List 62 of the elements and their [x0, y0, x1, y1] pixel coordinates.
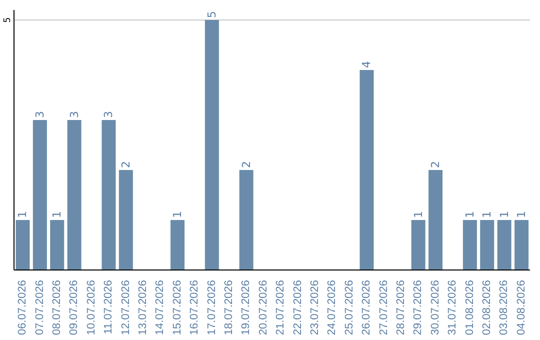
data-label: 1 [16, 211, 30, 218]
bar [428, 170, 443, 270]
data-label: 1 [498, 211, 511, 218]
x-tick-label: 30.07.2026 [429, 280, 442, 336]
bar [239, 170, 254, 270]
bar [16, 220, 30, 270]
x-tick-label: 13.07.2026 [137, 280, 149, 336]
x-tick-label: 22.07.2026 [292, 280, 304, 336]
data-label: 1 [515, 211, 528, 218]
x-tick-label: 06.07.2026 [16, 280, 29, 336]
bar [204, 20, 219, 270]
bar [497, 220, 512, 270]
x-tick-label: 18.07.2026 [223, 280, 235, 336]
x-tick-label: 03.08.2026 [498, 280, 510, 336]
x-tick-label: 26.07.2026 [360, 280, 373, 336]
bar [462, 220, 477, 270]
data-label: 3 [33, 111, 46, 118]
x-tick-label: 09.07.2026 [68, 280, 80, 336]
x-tick-label: 01.08.2026 [464, 280, 476, 336]
bar [514, 220, 529, 270]
bar [411, 220, 426, 270]
bar [118, 170, 133, 270]
x-tick-label: 07.07.2026 [34, 280, 46, 336]
data-label: 1 [50, 211, 64, 218]
x-tick-label: 24.07.2026 [326, 280, 338, 336]
x-tick-label: 20.07.2026 [257, 280, 270, 336]
x-tick-label: 19.07.2026 [240, 280, 252, 336]
data-label: 4 [360, 61, 374, 68]
bar [50, 220, 64, 270]
x-tick-label: 16.07.2026 [188, 280, 201, 336]
bar [360, 70, 374, 270]
data-label: 2 [429, 161, 442, 168]
x-tick-label: 08.07.2026 [51, 280, 63, 336]
x-tick-label: 23.07.2026 [309, 280, 321, 336]
x-tick-label: 21.07.2026 [274, 280, 287, 336]
data-label: 1 [412, 211, 425, 218]
x-tick-label: 25.07.2026 [343, 280, 356, 336]
x-tick-label: 29.07.2026 [412, 280, 424, 336]
bar [32, 120, 47, 270]
data-label: 1 [463, 211, 476, 218]
data-label: 3 [68, 111, 81, 118]
data-label: 5 [205, 11, 218, 18]
x-tick-label: 12.07.2026 [120, 280, 132, 336]
x-tick-label: 31.07.2026 [446, 280, 459, 336]
data-label: 3 [102, 111, 116, 118]
x-tick-label: 28.07.2026 [395, 280, 407, 336]
x-tick-label: 02.08.2026 [481, 280, 493, 336]
x-tick-label: 14.07.2026 [154, 280, 166, 336]
x-tick-label: 04.08.2026 [515, 280, 528, 336]
x-tick-label: 17.07.2026 [206, 280, 218, 336]
x-tick-label: 15.07.2026 [171, 280, 184, 336]
x-tick-label: 11.07.2026 [102, 280, 115, 334]
data-label: 1 [480, 211, 494, 218]
bar [170, 220, 185, 270]
x-tick-label: 27.07.2026 [378, 280, 390, 336]
data-label: 1 [171, 211, 184, 218]
data-label: 2 [240, 161, 253, 168]
data-label: 2 [119, 161, 132, 168]
x-tick-label: 10.07.2026 [85, 280, 98, 336]
bar [480, 220, 494, 270]
bar [67, 120, 82, 270]
bar [102, 120, 116, 270]
